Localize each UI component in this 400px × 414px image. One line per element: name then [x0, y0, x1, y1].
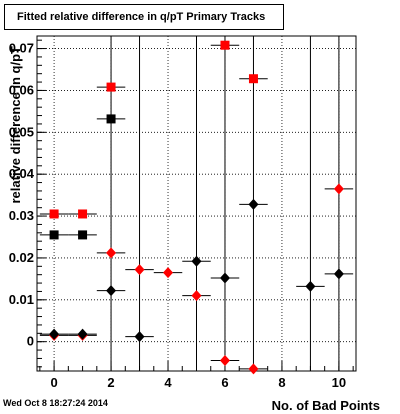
data-point-diamond: [191, 255, 202, 267]
error-bar-layer: [110, 36, 340, 371]
data-point-diamond: [191, 290, 202, 302]
tick-layer: [37, 39, 354, 371]
timestamp-footer: Wed Oct 8 18:27:24 2014: [3, 398, 108, 408]
data-point-square: [78, 230, 88, 240]
x-axis-title: No. of Bad Points: [272, 398, 380, 413]
data-point-square: [49, 230, 59, 240]
x-tick-label: 4: [164, 375, 172, 390]
y-tick-label: 0.05: [9, 124, 34, 139]
y-tick-label: 0.01: [9, 292, 34, 307]
y-tick-label: 0.04: [9, 166, 35, 181]
data-point-diamond: [77, 328, 88, 340]
y-tick-label: 0.07: [9, 41, 34, 56]
data-point-square: [78, 209, 88, 219]
x-tick-label: 10: [332, 375, 346, 390]
x-tick-label: 6: [221, 375, 228, 390]
data-point-diamond: [333, 268, 344, 280]
y-tick-label: 0.03: [9, 208, 34, 223]
tick-label-layer: 0 2 4 6 8 10 0 0.01 0.02 0.03 0.04 0.05 0.06 0.07: [9, 41, 346, 390]
data-point-diamond: [305, 280, 316, 292]
data-point-square: [106, 82, 116, 92]
x-tick-label: 8: [278, 375, 285, 390]
data-point-square: [248, 74, 258, 84]
data-point-diamond: [333, 183, 344, 195]
data-point-diamond: [106, 285, 117, 297]
data-point-diamond: [219, 355, 230, 367]
data-point-diamond: [49, 328, 60, 340]
data-point-diamond: [219, 272, 230, 284]
data-point-diamond: [106, 247, 117, 259]
data-point-diamond: [134, 264, 145, 276]
y-tick-label: 0.06: [9, 82, 34, 97]
data-point-square: [220, 40, 230, 50]
x-tick-label: 0: [50, 375, 57, 390]
data-point-diamond: [248, 198, 259, 210]
y-tick-label: 0: [27, 334, 34, 349]
data-point-square: [106, 114, 116, 124]
marker-layer: [39, 40, 354, 375]
x-tick-label: 2: [107, 375, 114, 390]
chart-title: Fitted relative difference in q/pT Prima…: [4, 4, 284, 30]
data-point-square: [49, 209, 59, 219]
data-point-diamond: [163, 267, 174, 279]
data-point-diamond: [134, 331, 145, 343]
y-axis-title: relative difference in q/pT: [8, 46, 23, 204]
y-tick-label: 0.02: [9, 250, 34, 265]
data-point-diamond: [248, 363, 259, 375]
